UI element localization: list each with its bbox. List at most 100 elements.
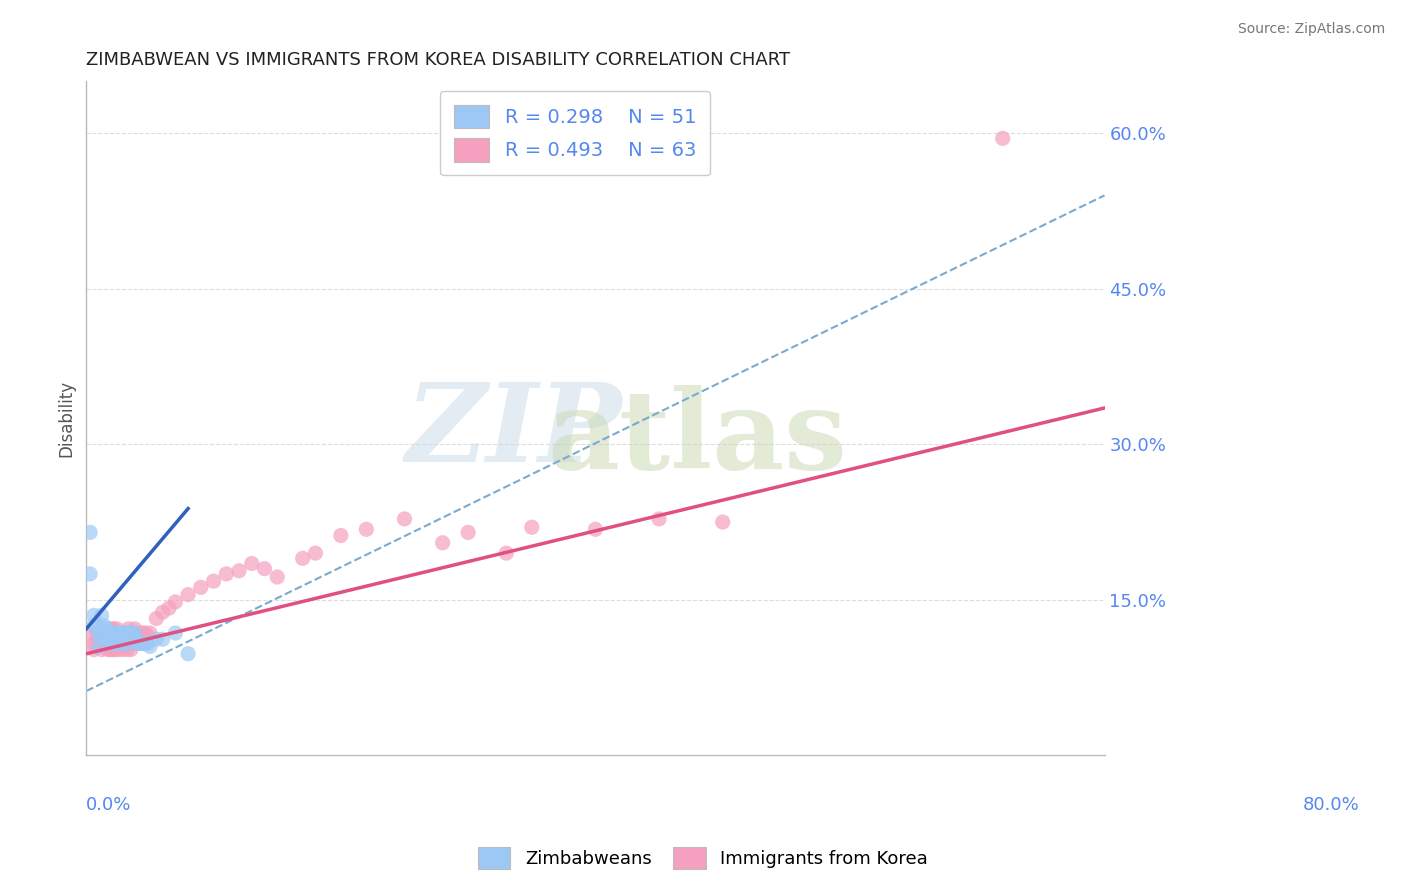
- Point: [103, 642, 125, 657]
- Point: [165, 595, 187, 609]
- Point: [136, 629, 159, 643]
- Point: [117, 629, 139, 643]
- Point: [120, 642, 142, 657]
- Y-axis label: Disability: Disability: [58, 380, 75, 457]
- Point: [432, 535, 454, 549]
- Point: [122, 629, 145, 643]
- Text: 0.0%: 0.0%: [86, 796, 132, 814]
- Point: [139, 626, 162, 640]
- Point: [131, 636, 153, 650]
- Point: [96, 622, 118, 636]
- Point: [120, 626, 142, 640]
- Point: [583, 522, 606, 536]
- Point: [94, 629, 117, 643]
- Point: [253, 562, 276, 576]
- Point: [114, 626, 136, 640]
- Point: [90, 608, 112, 623]
- Point: [177, 588, 200, 602]
- Point: [79, 525, 101, 540]
- Point: [103, 636, 125, 650]
- Text: ZIP: ZIP: [406, 378, 623, 485]
- Point: [83, 608, 105, 623]
- Point: [107, 636, 129, 650]
- Point: [105, 636, 128, 650]
- Point: [329, 528, 352, 542]
- Point: [495, 546, 517, 560]
- Point: [648, 512, 671, 526]
- Point: [97, 626, 120, 640]
- Point: [94, 636, 117, 650]
- Point: [266, 570, 288, 584]
- Point: [86, 626, 108, 640]
- Point: [87, 640, 110, 654]
- Point: [240, 557, 263, 571]
- Point: [101, 636, 124, 650]
- Point: [100, 642, 122, 657]
- Point: [96, 626, 118, 640]
- Point: [86, 618, 108, 632]
- Point: [139, 640, 162, 654]
- Point: [105, 642, 128, 657]
- Point: [105, 622, 128, 636]
- Point: [98, 632, 121, 647]
- Point: [112, 636, 135, 650]
- Point: [145, 611, 167, 625]
- Point: [127, 636, 149, 650]
- Point: [131, 626, 153, 640]
- Point: [93, 618, 115, 632]
- Text: 80.0%: 80.0%: [1302, 796, 1360, 814]
- Point: [93, 626, 115, 640]
- Point: [83, 642, 105, 657]
- Point: [114, 626, 136, 640]
- Point: [356, 522, 378, 536]
- Point: [117, 622, 139, 636]
- Point: [103, 632, 125, 647]
- Point: [101, 622, 124, 636]
- Point: [100, 632, 122, 647]
- Point: [98, 629, 121, 643]
- Point: [112, 626, 135, 640]
- Point: [128, 636, 150, 650]
- Point: [114, 636, 136, 650]
- Text: ZIMBABWEAN VS IMMIGRANTS FROM KOREA DISABILITY CORRELATION CHART: ZIMBABWEAN VS IMMIGRANTS FROM KOREA DISA…: [86, 51, 790, 69]
- Point: [115, 636, 138, 650]
- Point: [190, 580, 212, 594]
- Point: [118, 626, 141, 640]
- Point: [152, 605, 174, 619]
- Point: [97, 642, 120, 657]
- Point: [100, 626, 122, 640]
- Legend: Zimbabweans, Immigrants from Korea: Zimbabweans, Immigrants from Korea: [471, 839, 935, 876]
- Point: [111, 636, 134, 650]
- Point: [215, 566, 238, 581]
- Point: [165, 626, 187, 640]
- Legend: R = 0.298    N = 51, R = 0.493    N = 63: R = 0.298 N = 51, R = 0.493 N = 63: [440, 91, 710, 176]
- Point: [100, 636, 122, 650]
- Point: [124, 622, 146, 636]
- Point: [520, 520, 543, 534]
- Point: [83, 618, 105, 632]
- Point: [145, 632, 167, 647]
- Point: [79, 566, 101, 581]
- Point: [79, 629, 101, 643]
- Point: [108, 636, 131, 650]
- Point: [202, 574, 225, 589]
- Point: [121, 632, 143, 647]
- Point: [110, 636, 132, 650]
- Point: [157, 601, 180, 615]
- Point: [111, 642, 134, 657]
- Point: [103, 636, 125, 650]
- Point: [394, 512, 416, 526]
- Point: [83, 636, 105, 650]
- Point: [96, 632, 118, 647]
- Point: [304, 546, 326, 560]
- Point: [90, 626, 112, 640]
- Point: [152, 632, 174, 647]
- Point: [711, 515, 734, 529]
- Point: [107, 626, 129, 640]
- Point: [177, 647, 200, 661]
- Text: Source: ZipAtlas.com: Source: ZipAtlas.com: [1237, 22, 1385, 37]
- Point: [114, 636, 136, 650]
- Point: [228, 564, 250, 578]
- Point: [100, 622, 122, 636]
- Point: [87, 636, 110, 650]
